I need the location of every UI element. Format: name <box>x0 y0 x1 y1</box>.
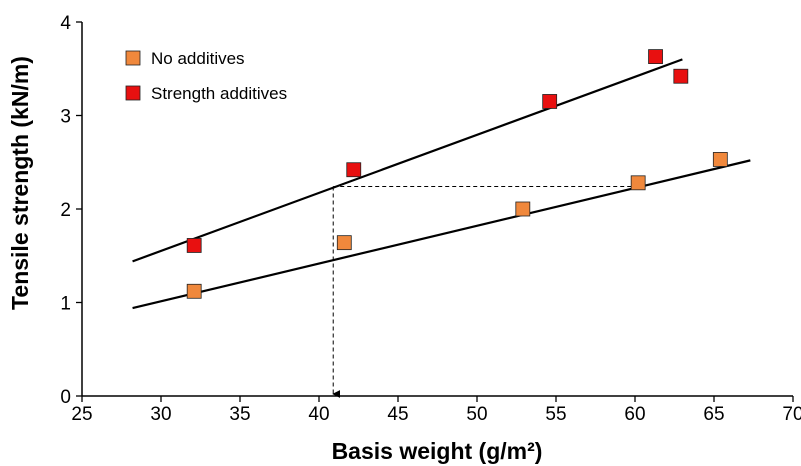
data-point <box>346 162 362 178</box>
trend-line <box>132 159 751 310</box>
data-points <box>186 49 728 299</box>
x-tick-label: 65 <box>703 404 724 425</box>
y-tick-label: 0 <box>60 387 71 408</box>
x-tick-label: 70 <box>782 404 801 425</box>
x-tick-label: 60 <box>624 404 645 425</box>
data-point <box>336 235 352 251</box>
legend-label: No additives <box>151 49 245 68</box>
legend-label: Strength additives <box>151 84 287 103</box>
data-point <box>712 152 728 167</box>
data-point <box>648 49 663 64</box>
y-tick-label: 2 <box>60 200 71 221</box>
legend-swatch <box>125 50 141 66</box>
trend-line <box>132 58 683 263</box>
data-point <box>186 283 202 299</box>
y-tick-label: 1 <box>60 294 71 315</box>
x-tick-label: 40 <box>308 404 329 425</box>
ticks: 25 30 35 40 45 50 55 60 65 70 0 1 2 3 4 <box>60 13 801 425</box>
annotations <box>332 186 639 398</box>
x-tick-label: 35 <box>229 404 250 425</box>
legend-swatch <box>125 85 141 101</box>
data-point <box>186 238 202 253</box>
data-point <box>515 201 531 217</box>
x-tick-label: 55 <box>545 404 566 425</box>
x-axis-title: Basis weight (g/m²) <box>332 438 543 464</box>
data-point <box>673 68 689 84</box>
x-tick-label: 25 <box>71 404 92 425</box>
x-tick-label: 45 <box>387 404 408 425</box>
y-axis-title: Tensile strength (kN/m) <box>7 56 33 310</box>
x-tick-label: 30 <box>150 404 171 425</box>
data-point <box>542 94 558 109</box>
trend-lines <box>132 58 751 310</box>
y-tick-label: 3 <box>60 107 71 128</box>
y-tick-label: 4 <box>60 13 71 34</box>
x-tick-label: 50 <box>466 404 487 425</box>
data-point <box>630 175 646 191</box>
legend: No additives Strength additives <box>125 49 287 103</box>
